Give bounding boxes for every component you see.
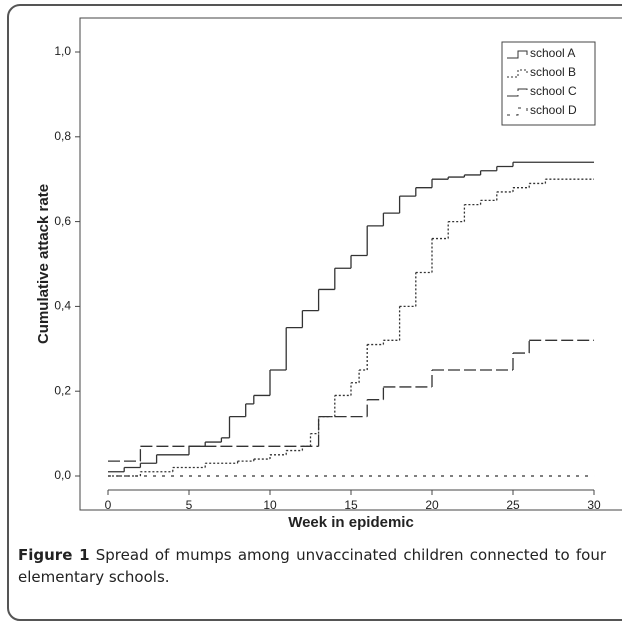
legend-label: school B: [530, 65, 576, 79]
y-tick-label: 0,0: [54, 468, 71, 482]
y-tick-label: 0,6: [54, 214, 71, 228]
x-axis-label: Week in epidemic: [288, 514, 414, 531]
x-tick-label: 30: [587, 498, 601, 512]
caption-text: Spread of mumps among unvaccinated child…: [18, 546, 606, 586]
legend-swatch: [507, 50, 528, 59]
legend-label: school D: [530, 103, 577, 117]
y-axis-label: Cumulative attack rate: [35, 184, 52, 344]
legend-swatch: [507, 88, 528, 97]
x-tick-label: 20: [425, 498, 439, 512]
figure-frame: [7, 4, 622, 621]
legend-label: school A: [530, 46, 575, 60]
y-tick-label: 1,0: [54, 44, 71, 58]
x-tick-label: 10: [263, 498, 277, 512]
y-tick-label: 0,8: [54, 129, 71, 143]
legend-swatch: [507, 69, 528, 78]
caption-label: Figure 1: [18, 546, 90, 564]
y-tick-label: 0,4: [54, 299, 71, 313]
y-tick-label: 0,2: [54, 383, 71, 397]
legend-label: school C: [530, 84, 577, 98]
x-tick-label: 15: [344, 498, 358, 512]
x-tick-label: 5: [186, 498, 193, 512]
x-tick-label: 25: [506, 498, 520, 512]
caption: Figure 1 Spread of mumps among unvaccina…: [18, 544, 606, 588]
x-tick-label: 0: [105, 498, 112, 512]
legend-swatch: [507, 107, 528, 116]
